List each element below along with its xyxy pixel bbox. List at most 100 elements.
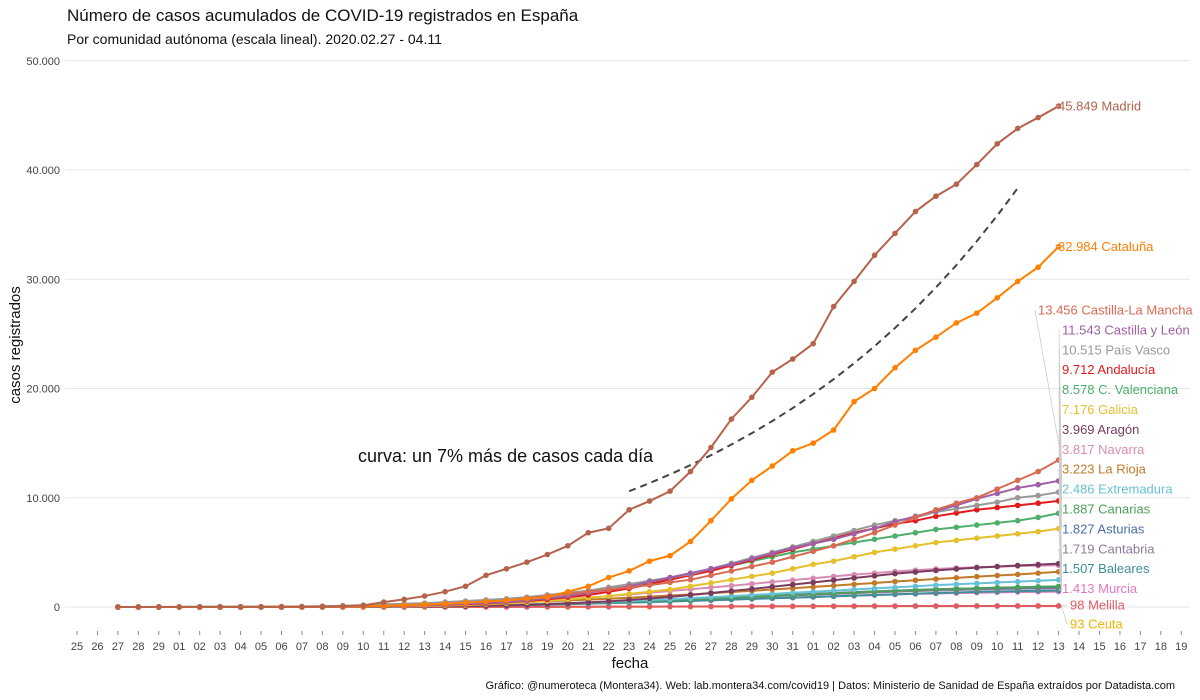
label-leader-line <box>1034 309 1062 461</box>
y-tick-label: 10.000 <box>26 493 60 505</box>
data-point <box>728 561 735 568</box>
data-point <box>851 553 857 560</box>
data-point <box>749 592 755 598</box>
data-point <box>421 593 428 599</box>
data-point <box>1014 125 1021 132</box>
x-tick-label: 04 <box>234 641 246 653</box>
data-point <box>892 522 898 528</box>
data-point <box>626 591 632 597</box>
data-point <box>769 583 776 590</box>
x-axis-title: fecha <box>612 655 649 672</box>
data-point <box>176 604 183 610</box>
data-point <box>851 586 857 593</box>
x-tick-label: 18 <box>1155 641 1167 653</box>
x-tick-label: 15 <box>459 641 471 653</box>
data-point <box>646 588 653 595</box>
data-point <box>749 586 755 592</box>
data-point <box>728 496 735 502</box>
data-point <box>1014 502 1021 509</box>
data-point <box>830 587 837 594</box>
data-point <box>565 588 571 595</box>
data-point <box>646 582 653 588</box>
y-tick-label: 30.000 <box>26 274 60 286</box>
data-point <box>851 536 857 543</box>
data-point <box>483 598 489 605</box>
data-point <box>667 594 673 600</box>
data-point <box>830 603 837 609</box>
data-point <box>933 586 939 593</box>
x-tick-label: 16 <box>480 641 492 653</box>
data-point <box>380 599 387 605</box>
data-point <box>810 588 816 595</box>
data-point <box>871 603 878 609</box>
data-point <box>892 533 898 539</box>
data-point <box>503 597 510 604</box>
data-point <box>769 579 776 585</box>
series-line <box>117 245 1060 608</box>
data-point <box>1035 500 1041 507</box>
data-point <box>1014 517 1021 524</box>
chart-subtitle: Por comunidad autónoma (escala lineal). … <box>67 31 442 47</box>
x-tick-label: 13 <box>1052 641 1064 653</box>
data-point <box>196 604 203 610</box>
x-tick-label: 05 <box>255 641 267 653</box>
series-end-label: 11.543 Castilla y León <box>1062 322 1190 337</box>
x-tick-label: 08 <box>316 641 328 653</box>
data-point <box>646 603 653 610</box>
data-point <box>1055 583 1062 590</box>
data-point <box>258 604 264 610</box>
data-point <box>503 565 510 572</box>
data-point <box>830 577 837 584</box>
series-end-label: 3.223 La Rioja <box>1062 462 1147 477</box>
data-point <box>769 570 776 576</box>
y-axis-ticks: 0 10.000 20.000 30.000 40.000 50.000 <box>26 56 60 614</box>
data-point <box>789 545 796 551</box>
data-point <box>769 591 776 597</box>
data-point <box>278 604 285 610</box>
data-point <box>994 533 1001 539</box>
series-end-label: 8.578 C. Valenciana <box>1062 382 1179 397</box>
data-point <box>933 576 939 582</box>
data-point <box>810 548 816 555</box>
data-point <box>687 583 694 590</box>
series-catalu-a <box>115 243 1062 610</box>
data-point <box>1035 468 1041 475</box>
y-tick-label: 0 <box>54 602 60 614</box>
data-point <box>953 181 960 188</box>
x-tick-label: 28 <box>725 641 737 653</box>
data-point <box>687 468 694 475</box>
data-point <box>605 586 612 593</box>
data-point <box>892 570 898 577</box>
data-point <box>565 600 571 607</box>
chart-title: Número de casos acumulados de COVID-19 r… <box>67 6 579 25</box>
x-tick-label: 07 <box>930 641 942 653</box>
data-point <box>1014 494 1021 501</box>
x-axis-ticks: 25 26 27 28 29 01 02 03 04 05 06 07 08 09 10 11 12 13 14 15… <box>71 631 1187 653</box>
data-point <box>994 520 1001 526</box>
series-end-label: 1.719 Cantabria <box>1062 541 1155 556</box>
data-point <box>994 295 1001 301</box>
data-point <box>1014 485 1021 491</box>
data-point <box>912 514 919 521</box>
data-point <box>851 581 857 588</box>
data-point <box>994 499 1001 505</box>
data-point <box>299 603 305 610</box>
x-tick-label: 24 <box>643 641 655 653</box>
data-point <box>810 584 816 590</box>
data-point <box>646 595 653 602</box>
x-tick-label: 26 <box>91 641 103 653</box>
data-point <box>687 538 694 545</box>
data-point <box>667 574 673 581</box>
x-tick-label: 06 <box>275 641 287 653</box>
data-point <box>871 549 878 556</box>
data-point <box>953 575 960 581</box>
data-point <box>912 583 919 590</box>
label-leader-line <box>1058 588 1062 592</box>
data-point <box>1055 568 1062 575</box>
label-leader-line <box>1058 409 1062 529</box>
x-tick-label: 09 <box>971 641 983 653</box>
data-point <box>687 592 694 598</box>
x-tick-label: 27 <box>705 641 717 653</box>
data-point <box>401 602 408 608</box>
data-point <box>974 506 980 513</box>
